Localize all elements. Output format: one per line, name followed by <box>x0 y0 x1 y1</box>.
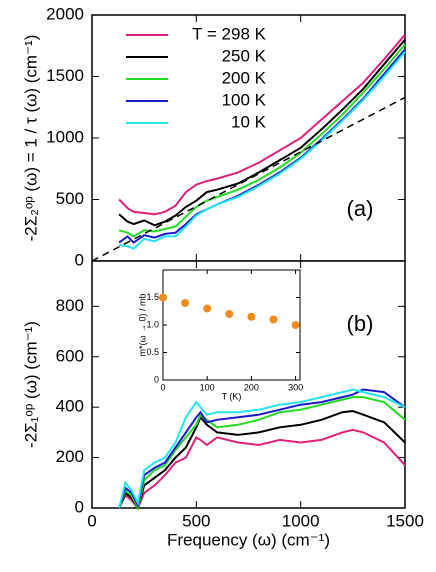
scatter-point <box>247 312 256 321</box>
scatter-point <box>291 321 300 329</box>
y-tick-label: 400 <box>56 397 84 416</box>
x-tick-label: 1000 <box>282 511 320 530</box>
x-axis-label: Frequency (ω) (cm⁻¹) <box>167 530 330 549</box>
x-tick-label: 1500 <box>386 511 424 530</box>
legend-label: 10 K <box>231 112 267 131</box>
y-tick-label: 500 <box>56 189 84 208</box>
y-tick-label: 1500 <box>46 66 84 85</box>
scatter-point <box>203 304 212 313</box>
legend-label: 200 K <box>222 68 267 87</box>
series-line <box>118 388 406 509</box>
plot-frame <box>162 269 301 381</box>
y-tick-label: 0.5 <box>146 347 159 357</box>
y-tick-label: 200 <box>56 447 84 466</box>
y-tick-label: 600 <box>56 346 84 365</box>
y-tick-label: 1.5 <box>146 292 159 302</box>
legend-label: 250 K <box>222 46 267 65</box>
x-tick-label: 0 <box>160 382 165 392</box>
y-tick-label: 1.0 <box>146 319 159 329</box>
x-tick-label: 500 <box>182 511 210 530</box>
y-tick-label: 0 <box>75 497 84 516</box>
legend-label: T = 298 K <box>192 24 267 43</box>
y-tick-label: 1000 <box>46 127 84 146</box>
series-line <box>118 428 406 510</box>
y-tick-label: 800 <box>56 296 84 315</box>
panel-label: (a) <box>347 196 374 221</box>
y-tick-label: 0 <box>75 250 84 269</box>
x-tick-label: 200 <box>244 382 259 392</box>
y-axis-label: -2Σ₁ᵒᵖ (ω) (cm⁻¹) <box>21 321 40 448</box>
series-line <box>118 34 406 216</box>
y-axis-label: m*(ω → 0) / mb <box>137 293 147 356</box>
series-line <box>118 51 406 250</box>
y-tick-label: 0 <box>154 374 159 384</box>
panel-label: (b) <box>347 311 374 336</box>
x-tick-label: 300 <box>288 382 303 392</box>
y-tick-label: 2000 <box>46 4 84 23</box>
series-line <box>118 38 406 227</box>
x-tick-label: 0 <box>87 511 96 530</box>
legend-label: 100 K <box>222 90 267 109</box>
y-axis-label: -2Σ₂ᵒᵖ (ω) = 1 / τ (ω) (cm⁻¹) <box>21 35 40 242</box>
x-tick-label: 100 <box>200 382 215 392</box>
scatter-point <box>269 315 278 324</box>
scatter-point <box>181 299 190 307</box>
series-line <box>91 96 406 262</box>
scatter-point <box>225 310 234 318</box>
scatter-point <box>159 293 167 302</box>
x-axis-label: T (K) <box>222 391 242 401</box>
